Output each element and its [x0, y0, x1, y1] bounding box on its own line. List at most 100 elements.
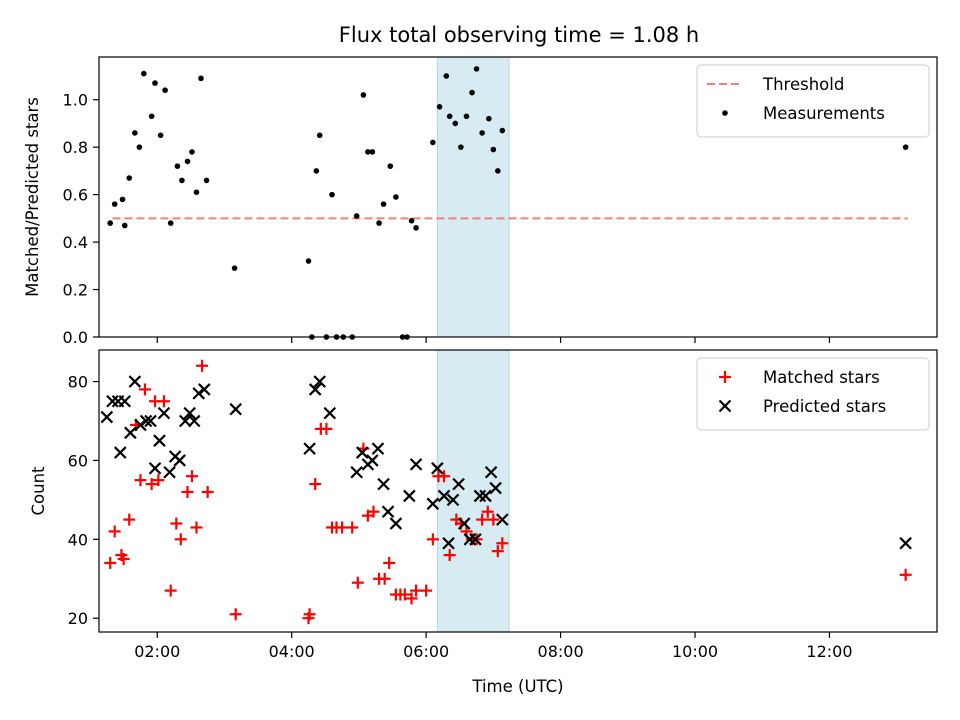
bottom-point-0-7	[138, 383, 151, 396]
bottom-point-1-33	[389, 517, 403, 530]
bottom-point-1-12	[157, 406, 171, 420]
top-point-0-35	[380, 201, 387, 207]
bottom-point-1-43	[463, 533, 477, 546]
bottom-ytick-label-2: 60	[68, 451, 88, 470]
bottom-point-0-53	[481, 505, 494, 518]
bottom-point-1-21	[229, 402, 242, 416]
bottom-point-1-39	[442, 536, 455, 550]
top-point-0-17	[193, 189, 200, 196]
bottom-point-1-34	[403, 489, 416, 503]
top-point-0-43	[436, 104, 443, 110]
top-point-0-20	[231, 265, 238, 271]
top-point-0-52	[486, 115, 492, 122]
top-point-0-12	[167, 220, 174, 226]
bottom-point-1-42	[457, 517, 471, 530]
bottom-point-1-30	[371, 442, 385, 455]
bottom-point-1-26	[350, 465, 363, 479]
top-point-0-42	[430, 139, 436, 146]
top-point-0-32	[365, 149, 371, 155]
bottom-point-0-54	[487, 513, 500, 526]
top-legend: Threshold Measurements	[696, 64, 930, 138]
top-point-0-9	[152, 80, 158, 86]
top-point-0-4	[126, 175, 133, 181]
top-point-0-16	[189, 149, 195, 155]
top-ytick-label-0: 0.0	[63, 328, 88, 347]
bottom-point-1-0	[100, 410, 114, 424]
bottom-point-1-48	[489, 481, 502, 495]
bottom-point-0-6	[134, 474, 147, 487]
bottom-point-1-31	[377, 477, 390, 491]
bottom-point-1-1	[106, 394, 119, 408]
bottom-point-1-45	[473, 489, 487, 503]
bottom-point-0-15	[181, 485, 194, 498]
top-point-0-6	[136, 144, 143, 150]
bottom-point-1-35	[409, 458, 423, 471]
top-point-0-31	[360, 92, 367, 98]
bottom-point-0-42	[420, 584, 433, 597]
bottom-point-0-14	[174, 533, 187, 546]
top-point-0-26	[329, 191, 335, 198]
bottom-point-0-36	[383, 556, 396, 569]
top-point-0-37	[393, 194, 399, 200]
bottom-point-1-38	[437, 489, 451, 503]
bottom-point-0-39	[398, 588, 411, 601]
top-point-0-49	[469, 89, 475, 96]
bottom-point-1-23	[308, 383, 322, 396]
top-point-0-30	[353, 213, 360, 219]
bottom-point-1-17	[183, 406, 197, 420]
bottom-point-1-41	[452, 477, 465, 491]
bottom-point-1-19	[192, 387, 205, 400]
bottom-point-0-8	[145, 478, 158, 491]
bottom-legend-marker-0	[719, 371, 731, 383]
bottom-point-1-49	[496, 513, 509, 526]
top-point-0-55	[499, 127, 506, 134]
top-point-0-54	[495, 168, 501, 174]
bottom-ytick-label-1: 40	[68, 530, 88, 549]
bottom-point-0-13	[170, 517, 183, 530]
bottom-point-1-32	[381, 505, 395, 518]
bottom-point-0-30	[351, 576, 364, 589]
bottom-point-1-25	[323, 406, 337, 420]
top-point-0-36	[387, 163, 394, 169]
bottom-point-1-40	[446, 493, 460, 507]
bottom-ytick-label-3: 80	[68, 373, 88, 392]
top-point-0-0	[107, 220, 114, 226]
bottom-point-1-3	[114, 446, 127, 459]
bottom-point-1-50	[899, 536, 912, 550]
top-ytick-label-4: 0.8	[63, 138, 88, 157]
bottom-legend-label-1: Predicted stars	[763, 397, 886, 416]
bottom-point-1-13	[163, 465, 176, 479]
bottom-point-0-11	[157, 395, 170, 408]
xtick-label-5: 12:00	[806, 642, 852, 661]
bottom-point-0-4	[123, 513, 136, 526]
bottom-point-1-18	[187, 414, 201, 428]
series-measurements	[107, 66, 909, 340]
bottom-point-0-18	[196, 359, 209, 372]
bottom-ylabel: Count	[29, 466, 48, 516]
top-axes-frame	[98, 56, 938, 338]
top-point-0-10	[157, 132, 164, 139]
top-point-0-18	[198, 75, 204, 82]
bottom-point-0-22	[303, 608, 316, 621]
bottom-point-1-46	[479, 489, 492, 503]
bottom-point-0-0	[104, 556, 117, 569]
bottom-point-0-1	[108, 525, 121, 538]
bottom-point-0-16	[185, 470, 198, 483]
bottom-point-1-6	[128, 375, 142, 388]
top-point-0-24	[316, 132, 323, 139]
bottom-point-0-29	[346, 521, 359, 534]
bottom-point-1-37	[431, 462, 444, 475]
bottom-legend-box	[696, 357, 930, 431]
top-point-0-47	[458, 144, 464, 150]
bottom-point-0-56	[496, 537, 509, 550]
xlabel: Time (UTC)	[471, 677, 563, 696]
bottom-point-0-25	[320, 422, 333, 435]
top-point-0-13	[174, 163, 181, 169]
top-ylabel: Matched/Predicted stars	[23, 97, 42, 297]
top-legend-marker-1	[722, 110, 728, 116]
top-point-0-7	[141, 70, 147, 77]
bottom-legend: Matched stars Predicted stars	[696, 357, 930, 431]
top-legend-label-0: Threshold	[762, 75, 844, 94]
bottom-point-0-57	[899, 568, 912, 581]
xtick-label-3: 08:00	[538, 642, 584, 661]
